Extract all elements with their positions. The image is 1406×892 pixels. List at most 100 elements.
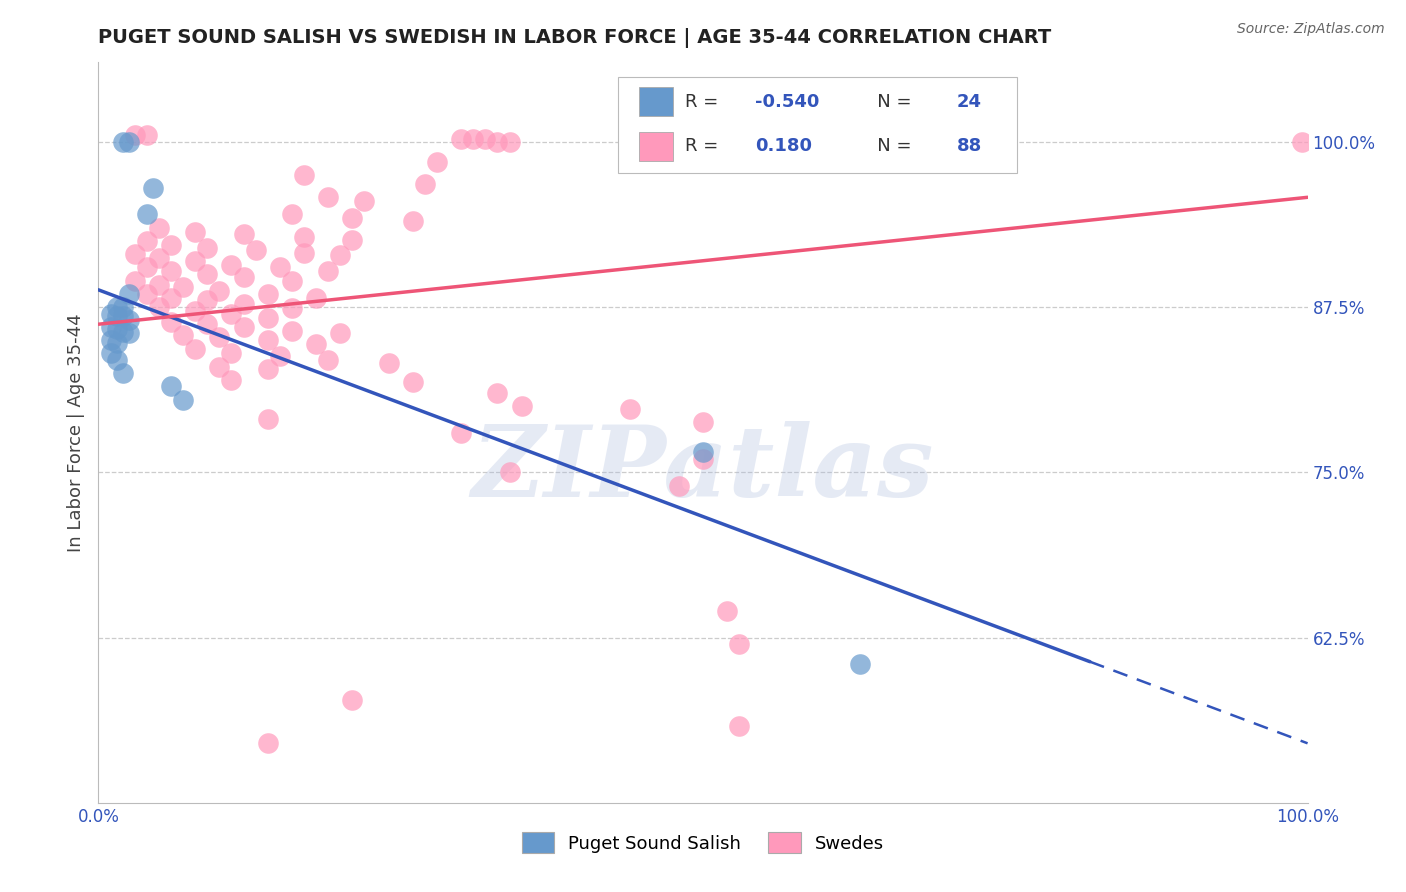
Point [342, 692, 364, 706]
FancyBboxPatch shape [638, 87, 673, 117]
Text: ZIPatlas: ZIPatlas [472, 421, 934, 518]
Point [353, 194, 375, 209]
Point [221, 346, 243, 360]
Point [316, 264, 339, 278]
Point [232, 319, 254, 334]
Point [208, 359, 231, 374]
Point [105, 310, 128, 324]
Point [329, 248, 352, 262]
Point [619, 401, 641, 416]
FancyBboxPatch shape [619, 78, 1018, 173]
Point [232, 297, 254, 311]
Text: N =: N = [860, 137, 918, 155]
Point [486, 386, 509, 401]
Text: N =: N = [860, 93, 918, 111]
Point [474, 132, 496, 146]
Point [221, 258, 243, 272]
Point [281, 301, 304, 316]
Point [728, 637, 751, 651]
Point [292, 230, 315, 244]
Point [305, 337, 328, 351]
Point [281, 207, 304, 221]
Point [105, 322, 128, 336]
Point [1291, 135, 1313, 149]
Point [184, 304, 207, 318]
Point [510, 399, 533, 413]
Text: 88: 88 [957, 137, 983, 155]
Text: -0.540: -0.540 [755, 93, 820, 111]
Point [124, 247, 146, 261]
Point [148, 220, 170, 235]
Point [172, 280, 194, 294]
Point [111, 325, 134, 339]
Text: 0.180: 0.180 [755, 137, 813, 155]
Text: 24: 24 [957, 93, 981, 111]
Text: R =: R = [685, 93, 724, 111]
Point [305, 291, 328, 305]
Point [105, 335, 128, 350]
Point [486, 135, 509, 149]
Point [172, 392, 194, 407]
Point [269, 260, 291, 275]
Point [413, 177, 436, 191]
Point [105, 352, 128, 367]
Point [135, 207, 157, 221]
FancyBboxPatch shape [638, 132, 673, 161]
Point [463, 132, 485, 146]
Point [195, 317, 218, 331]
Point [118, 313, 141, 327]
Point [111, 135, 134, 149]
Point [184, 225, 207, 239]
Text: R =: R = [685, 137, 724, 155]
Point [329, 326, 352, 341]
Point [692, 445, 714, 459]
Point [256, 286, 278, 301]
Point [100, 346, 122, 360]
Point [160, 291, 183, 305]
Point [498, 135, 520, 149]
Point [142, 181, 165, 195]
Point [118, 135, 141, 149]
Point [111, 310, 134, 324]
Point [160, 379, 183, 393]
Point [160, 264, 183, 278]
Point [292, 168, 315, 182]
Point [148, 277, 170, 292]
Point [100, 319, 122, 334]
Point [716, 604, 738, 618]
Point [256, 333, 278, 347]
Point [208, 284, 231, 298]
Point [148, 251, 170, 265]
Point [281, 274, 304, 288]
Point [100, 333, 122, 347]
Point [135, 128, 157, 143]
Point [450, 132, 472, 146]
Point [105, 300, 128, 314]
Point [148, 300, 170, 314]
Point [269, 349, 291, 363]
Point [118, 286, 141, 301]
Point [692, 452, 714, 467]
Point [184, 343, 207, 357]
Point [135, 286, 157, 301]
Point [195, 240, 218, 255]
Point [245, 243, 267, 257]
Point [316, 190, 339, 204]
Point [316, 352, 339, 367]
Point [256, 412, 278, 426]
Point [100, 307, 122, 321]
Point [402, 214, 425, 228]
Point [232, 227, 254, 242]
Point [692, 415, 714, 429]
Point [256, 310, 278, 325]
Point [118, 326, 141, 341]
Point [221, 307, 243, 321]
Point [377, 355, 399, 369]
Point [221, 373, 243, 387]
Point [342, 211, 364, 226]
Point [111, 366, 134, 380]
Point [402, 376, 425, 390]
Point [195, 293, 218, 308]
Point [111, 300, 134, 314]
Point [292, 245, 315, 260]
